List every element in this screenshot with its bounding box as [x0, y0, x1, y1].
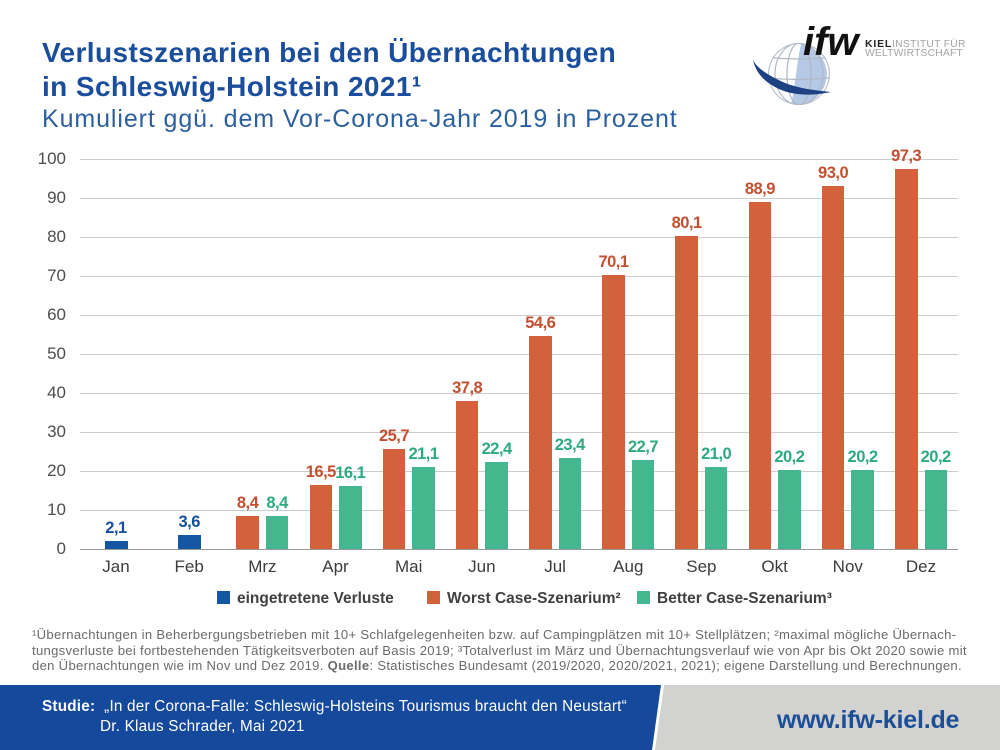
svg-text:WELTWIRTSCHAFT: WELTWIRTSCHAFT [865, 48, 963, 59]
svg-text:ifw: ifw [803, 20, 861, 64]
svg-text:KIEL: KIEL [865, 38, 892, 50]
svg-text:INSTITUT FÜR: INSTITUT FÜR [892, 38, 966, 50]
